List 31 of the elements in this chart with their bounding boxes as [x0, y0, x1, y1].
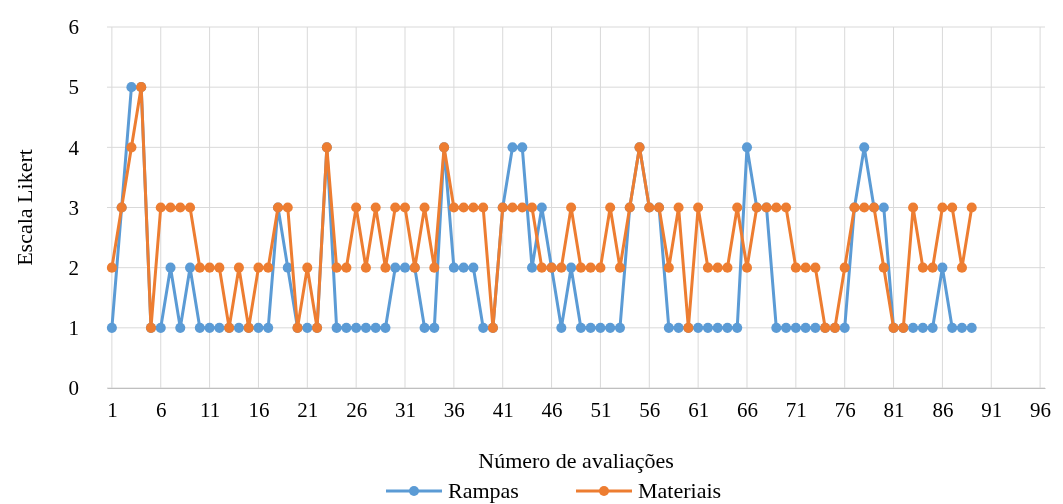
x-tick-label: 91 — [981, 397, 1003, 422]
x-tick-label: 86 — [932, 397, 954, 422]
y-tick-label: 3 — [68, 195, 79, 220]
x-tick-label: 26 — [346, 397, 368, 422]
y-tick-label: 1 — [68, 316, 79, 341]
x-tick-label: 16 — [248, 397, 270, 422]
x-tick-label: 41 — [492, 397, 514, 422]
x-tick-label: 51 — [590, 397, 612, 422]
x-tick-label: 1 — [107, 397, 118, 422]
y-tick-label: 4 — [68, 135, 80, 160]
x-tick-label: 61 — [688, 397, 710, 422]
legend-label: Rampas — [448, 478, 519, 503]
x-tick-label: 96 — [1030, 397, 1052, 422]
x-tick-label: 31 — [395, 397, 417, 422]
x-tick-label: 36 — [443, 397, 465, 422]
y-tick-label: 5 — [68, 75, 79, 100]
y-axis-title: Escala Likert — [12, 149, 37, 266]
x-tick-label: 56 — [639, 397, 661, 422]
y-tick-label: 6 — [68, 15, 79, 40]
x-tick-label: 21 — [297, 397, 319, 422]
y-tick-label: 0 — [68, 376, 79, 401]
x-tick-label: 76 — [834, 397, 856, 422]
x-axis-title: Número de avaliações — [478, 448, 674, 473]
x-tick-label: 11 — [199, 397, 221, 422]
y-tick-label: 2 — [68, 255, 79, 280]
x-tick-label: 66 — [736, 397, 758, 422]
legend-label: Materiais — [638, 478, 722, 503]
x-tick-label: 46 — [541, 397, 563, 422]
x-tick-label: 81 — [883, 397, 905, 422]
x-tick-label: 71 — [785, 397, 807, 422]
x-tick-label: 6 — [155, 397, 167, 422]
